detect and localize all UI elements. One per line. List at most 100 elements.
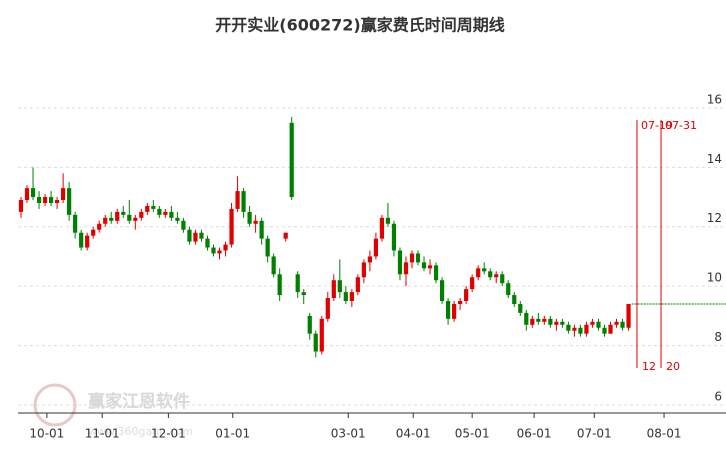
y-tick-label: 16	[707, 92, 722, 106]
candle-body	[620, 321, 625, 328]
candle-body	[373, 238, 379, 257]
candle-body	[349, 292, 354, 302]
candle-body	[24, 188, 30, 201]
candle-body	[103, 217, 108, 224]
candle-body	[596, 321, 601, 328]
candle-body	[157, 208, 162, 215]
x-tick-label: 05-01	[455, 427, 490, 441]
candle-body	[458, 301, 463, 304]
candle-body	[500, 274, 505, 284]
x-tick-label: 10-01	[29, 427, 64, 441]
candle-body	[115, 211, 120, 221]
candle-body	[229, 208, 234, 245]
candle-body	[452, 303, 457, 319]
candle-body	[626, 303, 631, 328]
candle-body	[253, 220, 258, 224]
candle-body	[54, 200, 60, 203]
candle-body	[151, 205, 156, 209]
candle-body	[301, 292, 306, 296]
candle-body	[482, 268, 487, 272]
candle-body	[175, 217, 180, 221]
candle-body	[421, 262, 427, 269]
candle-body	[91, 229, 96, 236]
candle-body	[247, 211, 252, 224]
candle-body	[325, 298, 330, 319]
candle-body	[331, 280, 336, 299]
candle-body	[109, 217, 114, 221]
candle-body	[590, 321, 595, 325]
y-tick-label: 8	[714, 330, 722, 344]
x-tick-label: 01-01	[215, 427, 250, 441]
x-tick-label: 11-01	[85, 427, 120, 441]
chart-title: 开开实业(600272)赢家费氏时间周期线	[215, 16, 504, 35]
candle-body	[584, 324, 589, 334]
candle-body	[163, 211, 168, 215]
candle-body	[530, 318, 535, 325]
candle-body	[30, 188, 36, 198]
candle-body	[97, 223, 102, 230]
candle-body	[235, 191, 240, 209]
candle-body	[488, 271, 493, 278]
candle-body	[343, 292, 348, 302]
candle-body	[127, 214, 132, 221]
candle-body	[67, 188, 72, 215]
candle-body	[265, 238, 270, 257]
candle-body	[241, 191, 246, 212]
watermark: 赢家江恩软件	[88, 391, 190, 412]
candle-body	[433, 265, 439, 281]
candle-body	[277, 274, 282, 296]
candle-body	[403, 262, 409, 275]
candle-body	[512, 295, 517, 304]
candle-body	[73, 214, 78, 233]
candle-body	[397, 250, 403, 275]
candle-body	[608, 324, 613, 334]
candle-body	[602, 327, 607, 334]
candle-body	[181, 220, 186, 230]
x-tick-label: 12-01	[151, 427, 186, 441]
candle-body	[391, 223, 397, 251]
candle-body	[536, 318, 541, 322]
candle-body	[271, 256, 276, 275]
candle-body	[145, 205, 150, 212]
candle-body	[572, 327, 577, 331]
candle-body	[36, 197, 42, 203]
candle-body	[139, 211, 144, 218]
candle-body	[560, 321, 565, 325]
candle-body	[18, 200, 24, 212]
candle-body	[464, 289, 469, 302]
y-tick-label: 6	[714, 389, 722, 403]
candle-body	[283, 232, 288, 239]
candle-body	[385, 217, 391, 224]
candle-body	[295, 274, 300, 293]
candle-body	[187, 229, 192, 242]
candle-body	[367, 256, 372, 263]
candle-body	[307, 315, 312, 334]
candle-body	[361, 262, 366, 278]
candle-body	[205, 238, 210, 248]
cycle-date-label: 07-31	[665, 119, 697, 132]
candle-body	[85, 235, 90, 248]
candle-body	[566, 324, 571, 331]
candle-body	[79, 232, 84, 248]
candle-body	[548, 318, 553, 325]
candle-body	[445, 301, 451, 319]
candle-body	[211, 247, 216, 254]
candle-body	[379, 217, 385, 239]
candle-body	[518, 303, 523, 313]
candle-body	[193, 232, 198, 242]
x-tick-label: 06-01	[517, 427, 552, 441]
watermark-url: www.360gann.com	[88, 425, 193, 438]
candle-body	[614, 321, 619, 325]
candle-body	[61, 188, 66, 201]
cycle-count-label: 20	[666, 360, 680, 373]
x-tick-label: 03-01	[331, 427, 366, 441]
candle-body	[524, 312, 529, 325]
candle-body	[223, 244, 228, 251]
candle-body	[48, 197, 54, 203]
candle-body	[494, 274, 499, 278]
candle-body	[337, 280, 342, 293]
candle-body	[133, 217, 138, 221]
x-tick-label: 08-01	[647, 427, 682, 441]
candle-body	[313, 333, 318, 352]
